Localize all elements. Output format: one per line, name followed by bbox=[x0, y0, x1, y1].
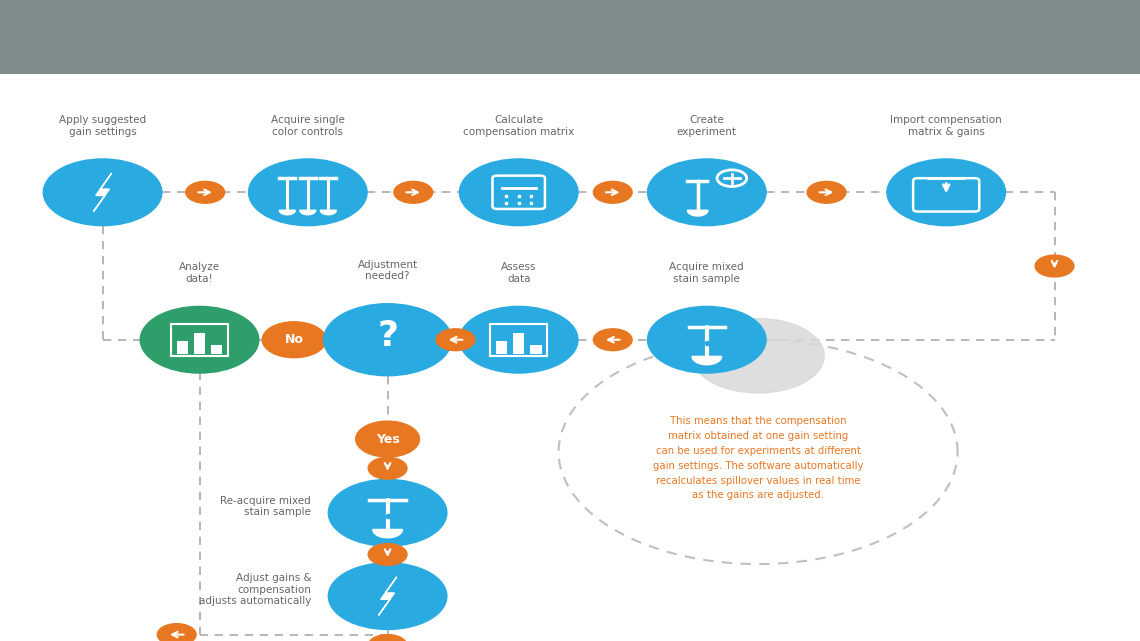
Circle shape bbox=[593, 329, 632, 351]
Circle shape bbox=[356, 421, 420, 457]
Circle shape bbox=[157, 624, 196, 641]
Text: Analyze
data!: Analyze data! bbox=[179, 262, 220, 284]
Circle shape bbox=[368, 635, 407, 641]
Polygon shape bbox=[93, 173, 112, 212]
Circle shape bbox=[692, 319, 824, 393]
Circle shape bbox=[368, 458, 407, 479]
Text: This means that the compensation
matrix obtained at one gain setting
can be used: This means that the compensation matrix … bbox=[653, 416, 863, 501]
FancyBboxPatch shape bbox=[194, 333, 205, 354]
Text: Yes: Yes bbox=[376, 433, 399, 445]
Circle shape bbox=[324, 304, 451, 376]
FancyBboxPatch shape bbox=[0, 0, 1140, 74]
Circle shape bbox=[807, 181, 846, 203]
FancyBboxPatch shape bbox=[177, 341, 188, 354]
Circle shape bbox=[368, 544, 407, 565]
Polygon shape bbox=[300, 210, 316, 215]
Text: Create
experiment: Create experiment bbox=[677, 115, 736, 137]
Circle shape bbox=[459, 306, 578, 373]
Circle shape bbox=[593, 181, 632, 203]
Circle shape bbox=[394, 181, 433, 203]
Text: Calculate
compensation matrix: Calculate compensation matrix bbox=[463, 115, 575, 137]
Circle shape bbox=[262, 322, 326, 358]
Text: Acquire mixed
stain sample: Acquire mixed stain sample bbox=[669, 262, 744, 284]
Circle shape bbox=[1035, 255, 1074, 277]
Circle shape bbox=[648, 306, 766, 373]
Circle shape bbox=[437, 329, 475, 351]
Circle shape bbox=[140, 306, 259, 373]
Text: Import compensation
matrix & gains: Import compensation matrix & gains bbox=[890, 115, 1002, 137]
Text: No: No bbox=[285, 333, 303, 346]
FancyBboxPatch shape bbox=[211, 345, 222, 354]
Text: CYTOFLEX WORK(FLOW): CYTOFLEX WORK(FLOW) bbox=[425, 25, 715, 49]
Circle shape bbox=[328, 563, 447, 629]
Polygon shape bbox=[378, 577, 397, 615]
Circle shape bbox=[328, 479, 447, 546]
Polygon shape bbox=[692, 356, 722, 365]
FancyBboxPatch shape bbox=[513, 333, 524, 354]
Text: Adjustment
needed?: Adjustment needed? bbox=[358, 260, 417, 281]
Polygon shape bbox=[320, 210, 336, 215]
Text: Acquire single
color controls: Acquire single color controls bbox=[271, 115, 344, 137]
Text: Adjust gains &
compensation
adjusts automatically: Adjust gains & compensation adjusts auto… bbox=[198, 573, 311, 606]
Circle shape bbox=[459, 159, 578, 226]
Text: Re-acquire mixed
stain sample: Re-acquire mixed stain sample bbox=[220, 495, 311, 517]
Circle shape bbox=[43, 159, 162, 226]
Text: Assess
data: Assess data bbox=[500, 262, 537, 284]
FancyBboxPatch shape bbox=[530, 345, 542, 354]
Text: Apply suggested
gain settings: Apply suggested gain settings bbox=[59, 115, 146, 137]
Text: ?: ? bbox=[377, 319, 398, 353]
Polygon shape bbox=[373, 529, 402, 538]
Polygon shape bbox=[687, 210, 708, 216]
Circle shape bbox=[186, 181, 225, 203]
Circle shape bbox=[887, 159, 1005, 226]
Circle shape bbox=[648, 159, 766, 226]
FancyBboxPatch shape bbox=[496, 341, 507, 354]
Circle shape bbox=[249, 159, 367, 226]
Polygon shape bbox=[279, 210, 295, 215]
